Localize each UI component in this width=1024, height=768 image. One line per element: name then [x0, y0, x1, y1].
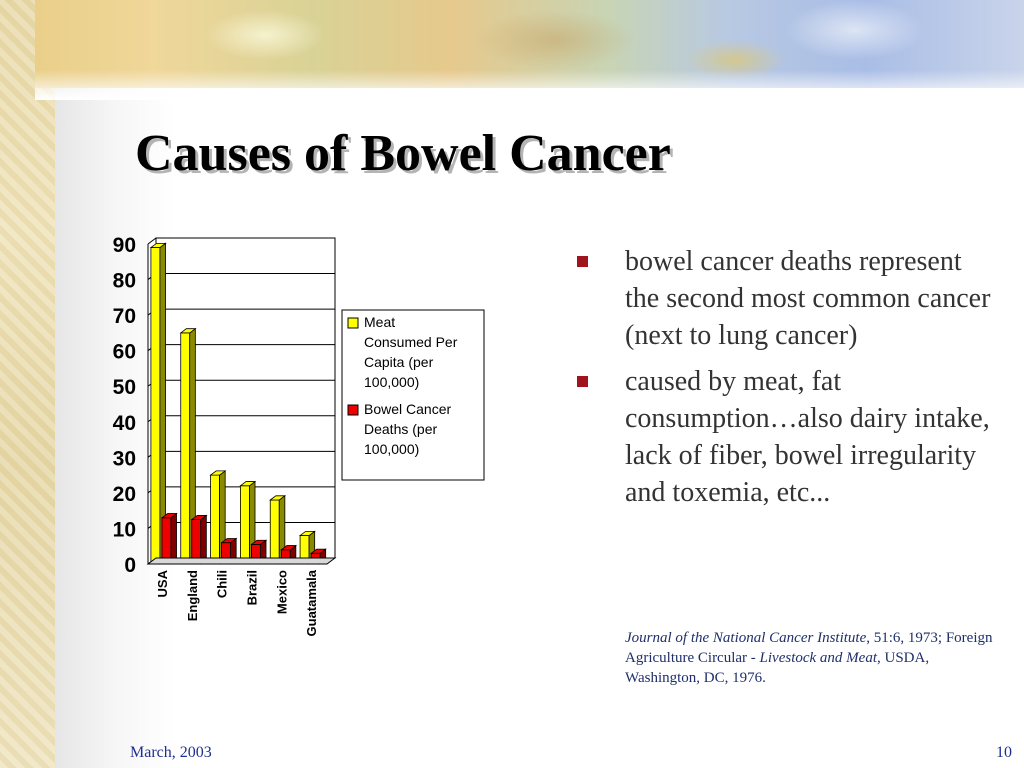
page-number: 10 [996, 744, 1012, 761]
bullet-square-icon [577, 256, 588, 267]
bar-top [160, 513, 178, 519]
citation-journal: Journal of the National Cancer Institute [625, 630, 867, 646]
citation-publication: Livestock and Meat [759, 650, 877, 666]
bar-front [269, 499, 280, 565]
bar-top [298, 530, 316, 536]
bar-meat [149, 242, 167, 565]
legend-label-meat-line-3: Capita (per [364, 354, 434, 370]
bullet-square-icon [577, 376, 588, 387]
y-tick-label: 0 [124, 554, 136, 577]
y-tick-label: 50 [113, 376, 136, 399]
bar-meat [269, 494, 287, 565]
bar-side [200, 514, 207, 565]
legend-label-meat: Meat Consumed Per Capita (per 100,000) [364, 314, 461, 390]
bar-top [280, 545, 298, 551]
bullet-item: caused by meat, fat consumption…also dai… [575, 363, 995, 511]
bar-deaths [160, 512, 178, 565]
legend-box [341, 309, 485, 481]
legend-label-meat-line-2: Consumed Per [364, 334, 458, 350]
y-tick-label: 90 [113, 234, 136, 257]
bar-chart: 0 10 20 30 40 50 60 70 80 90 USA England Chili Brazil… [113, 234, 485, 636]
bar-front [191, 519, 202, 565]
legend-label-deaths-line-3: 100,000) [364, 441, 419, 457]
x-tick-label: Chili [215, 570, 230, 598]
x-tick-label: England [185, 570, 200, 621]
bar-top [190, 514, 208, 520]
bar-top [309, 548, 327, 554]
bar-top [209, 470, 227, 476]
bar-top [239, 481, 257, 487]
y-tick-label: 40 [113, 412, 136, 435]
header-banner-fade [35, 70, 1024, 100]
bar-front [150, 247, 161, 565]
gridline-side [147, 237, 157, 245]
bar-deaths [190, 514, 208, 565]
legend-label-deaths-line-2: Deaths (per [364, 421, 437, 437]
bar-top [149, 242, 167, 248]
x-tick-label: Mexico [274, 570, 289, 614]
y-tick-label: 20 [113, 483, 136, 506]
y-tick-label: 70 [113, 305, 136, 328]
footer-date: March, 2003 [130, 744, 212, 761]
legend-swatch-deaths [347, 404, 359, 416]
legend-label-meat-line-4: 100,000) [364, 374, 419, 390]
bar-top [220, 538, 238, 544]
x-tick-label: Guatamala [304, 569, 319, 636]
legend-label-deaths-line-1: Bowel Cancer [364, 401, 451, 417]
slide-title: Causes of Bowel Cancer [135, 125, 671, 182]
y-tick-label: 80 [113, 270, 136, 293]
bar-top [269, 495, 287, 501]
bar-top [179, 328, 197, 334]
bar-side [170, 512, 177, 565]
citation-journal-ref: , 51:6, 1973; Foreign Agriculture Circul… [625, 630, 993, 666]
bar-front [240, 485, 250, 565]
legend-label-deaths: Bowel Cancer Deaths (per 100,000) [364, 401, 455, 457]
bar-front [180, 332, 191, 565]
bar-top [250, 539, 268, 545]
citation-publication-ref: , USDA, Washington, DC, 1976. [625, 650, 930, 686]
bullet-list: bowel cancer deaths represent the second… [575, 243, 995, 520]
chart-axes [146, 244, 337, 565]
background-texture-left [0, 0, 55, 768]
legend-swatch-meat [347, 317, 359, 329]
chart-labels: 0 10 20 30 40 50 60 70 80 90 USA England Chili Brazil… [113, 234, 319, 636]
bar-front [161, 517, 172, 565]
chart-legend: Meat Consumed Per Capita (per 100,000) B… [341, 309, 485, 481]
x-tick-label: USA [155, 569, 170, 597]
y-tick-label: 10 [113, 518, 136, 541]
y-tick-label: 30 [113, 447, 136, 470]
bullet-item: bowel cancer deaths represent the second… [575, 243, 995, 354]
x-tick-label: Brazil [244, 570, 259, 605]
bullet-text: bowel cancer deaths represent the second… [625, 246, 991, 351]
bullet-text: caused by meat, fat consumption…also dai… [625, 366, 990, 508]
legend-label-meat-line-1: Meat [364, 314, 395, 330]
y-tick-label: 60 [113, 341, 136, 364]
citation: Journal of the National Cancer Institute… [625, 628, 995, 688]
bar-front [210, 474, 220, 565]
chart-floor [146, 557, 337, 565]
